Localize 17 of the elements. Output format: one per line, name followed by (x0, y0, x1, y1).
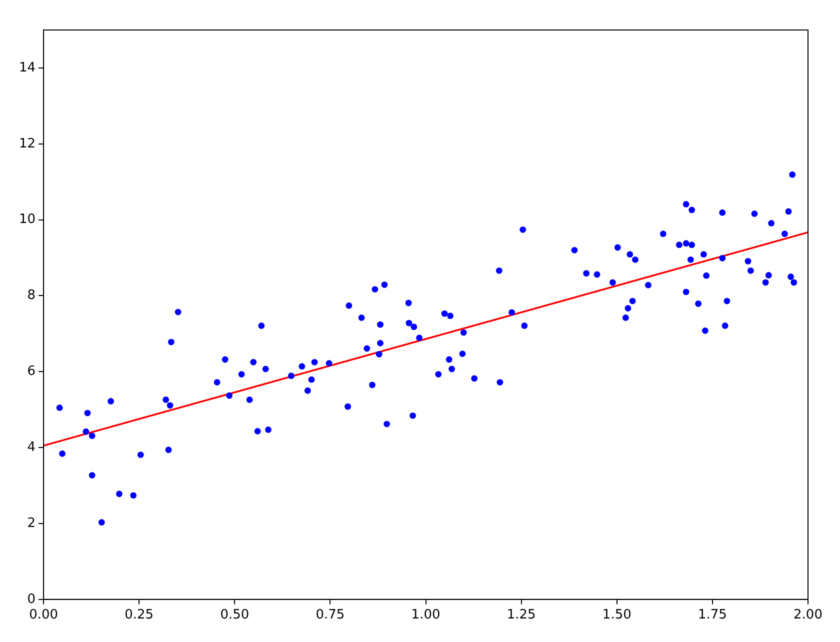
x-tick-label: 2.00 (794, 608, 822, 623)
y-tick-label: 4 (27, 440, 36, 455)
y-tick-label: 14 (18, 60, 36, 76)
y-tick-label: 6 (27, 364, 36, 380)
x-tick-label: 1.75 (698, 608, 727, 623)
y-tick-label: 10 (18, 212, 36, 228)
y-tick-label: 12 (18, 136, 36, 152)
y-tick-label: 0 (27, 592, 36, 607)
x-tick-label: 1.50 (602, 608, 632, 623)
x-tick-label: 0.75 (316, 608, 345, 623)
x-tick-label: 1.25 (506, 608, 536, 623)
x-tick-label: 0.00 (29, 608, 58, 623)
y-tick-label: 8 (27, 288, 36, 304)
x-tick-label: 0.25 (124, 608, 154, 623)
x-tick-label: 0.50 (220, 608, 250, 623)
y-tick-label: 2 (27, 516, 36, 531)
x-tick-label: 1.00 (411, 608, 440, 623)
